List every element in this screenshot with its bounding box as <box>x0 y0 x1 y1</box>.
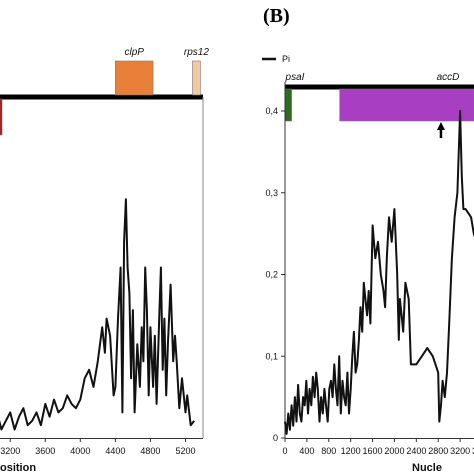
y-tick-label: 0,1 <box>265 351 278 361</box>
x-tick-label: 3600 <box>35 446 55 456</box>
panel-b-x-ticks: 0 400 800 1200160020002400280032003600 <box>282 438 474 456</box>
panel-a-x-axis-label: osition <box>0 462 36 474</box>
x-tick-label: 2800 <box>428 446 448 456</box>
x-tick-label: 3600 <box>472 446 474 456</box>
x-tick-label: 400 <box>299 446 314 456</box>
gene-box-clpp <box>115 60 154 96</box>
x-tick-label: 2400 <box>406 446 426 456</box>
x-tick-label: 5200 <box>175 446 195 456</box>
panel-a-series-line <box>0 198 195 431</box>
panel-b-series-line <box>284 110 474 435</box>
panel-b-annotations <box>436 122 445 138</box>
panel-a-x-ticks: 200024002800320036004000440048005200 <box>0 438 195 456</box>
y-tick-label: 0,3 <box>265 188 278 198</box>
legend-label-pi: Pi <box>282 54 290 64</box>
gene-box-psai <box>284 88 292 122</box>
x-tick-label: 800 <box>321 446 336 456</box>
gene-label-rps12: rps12 <box>184 47 209 58</box>
y-tick-label: 0,4 <box>265 106 278 116</box>
x-tick-label: 4000 <box>70 446 90 456</box>
x-tick-label: 4800 <box>140 446 160 456</box>
panel-b-y-ticks: 0 0,1 0,2 0,3 0,4 <box>265 106 285 443</box>
gene-box-accd <box>339 88 474 122</box>
x-tick-label: 1200 <box>341 446 361 456</box>
gene-label-psai: psaI <box>285 72 305 83</box>
panel-a-gene-track: clpP rps12 <box>0 47 209 136</box>
gene-box-rps12 <box>192 60 201 96</box>
x-tick-label: 2000 <box>384 446 404 456</box>
panel-b-x-axis-label: Nucle <box>412 462 442 474</box>
panel-b-gene-track: psaI accD <box>284 72 474 122</box>
gene-label-accd: accD <box>437 72 460 83</box>
x-tick-label: 1600 <box>363 446 383 456</box>
panel-b-title: (B) <box>263 5 290 27</box>
x-tick-label: 3200 <box>450 446 470 456</box>
x-tick-label: 4400 <box>105 446 125 456</box>
y-tick-label: 0 <box>273 433 278 443</box>
panel-b-legend: Pi <box>262 54 290 64</box>
x-tick-label: 3200 <box>0 446 20 456</box>
annotation-arrow-head <box>436 122 445 130</box>
gene-label-clpp: clpP <box>124 47 144 58</box>
gene-box-unlabeled-2 <box>0 98 3 136</box>
x-tick-label: 0 <box>282 446 287 456</box>
panel-b-chart: (B) Pi psaI accD 0 0,1 0,2 0,3 0,4 0 400 800 120… <box>262 5 474 474</box>
y-tick-label: 0,2 <box>265 270 278 280</box>
